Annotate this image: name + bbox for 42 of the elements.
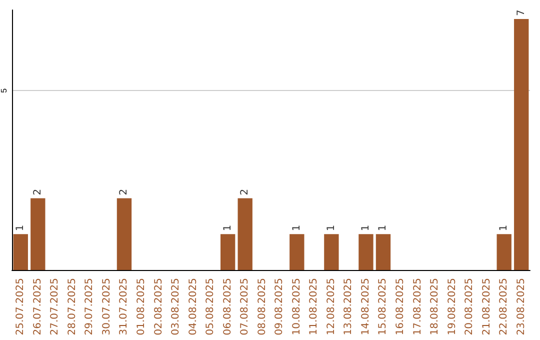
x-tick-label: 19.08.2025	[446, 278, 458, 336]
x-tick-label: 15.08.2025	[378, 278, 389, 336]
x-tick-label: 14.08.2025	[360, 278, 372, 336]
y-tick-label: 5	[0, 88, 8, 93]
data-label: 1	[326, 224, 337, 232]
x-tick-label: 31.07.2025	[118, 278, 130, 336]
data-label: 7	[516, 10, 527, 16]
data-label: 2	[118, 188, 130, 196]
x-tick-label: 02.08.2025	[153, 278, 164, 336]
x-tick-label: 21.08.2025	[481, 278, 492, 336]
data-label: 1	[360, 224, 372, 232]
x-tick-label: 13.08.2025	[343, 278, 354, 336]
data-label: 1	[291, 224, 302, 232]
data-label: 1	[222, 224, 234, 232]
x-tick-label: 23.08.2025	[516, 278, 527, 336]
x-tick-label: 03.08.2025	[170, 278, 182, 336]
x-tick-label: 12.08.2025	[326, 278, 337, 336]
data-label: 1	[15, 224, 26, 232]
x-tick-label: 06.08.2025	[222, 278, 234, 336]
x-tick-label: 16.08.2025	[395, 278, 406, 336]
x-tick-label: 18.08.2025	[430, 278, 441, 336]
x-tick-label: 08.08.2025	[256, 278, 268, 336]
data-label: 1	[378, 224, 389, 232]
data-label: 2	[32, 188, 44, 196]
x-tick-label: 22.08.2025	[498, 278, 510, 336]
x-tick-label: 28.07.2025	[66, 278, 78, 336]
x-tick-label: 09.08.2025	[274, 278, 286, 336]
x-tick-label: 27.07.2025	[50, 278, 61, 336]
x-tick-label: 25.07.2025	[15, 278, 26, 336]
x-tick-label: 11.08.2025	[308, 278, 320, 336]
x-tick-label: 07.08.2025	[240, 278, 251, 336]
x-tick-label: 20.08.2025	[464, 278, 476, 336]
x-tick-label: 29.07.2025	[84, 278, 96, 336]
x-tick-label: 17.08.2025	[412, 278, 424, 336]
data-label: 1	[498, 224, 510, 232]
x-tick-label: 30.07.2025	[101, 278, 112, 336]
x-tick-label: 26.07.2025	[32, 278, 44, 336]
x-tick-label: 01.08.2025	[136, 278, 147, 336]
x-tick-label: 05.08.2025	[205, 278, 216, 336]
x-tick-label: 04.08.2025	[188, 278, 199, 336]
x-tick-label: 10.08.2025	[291, 278, 302, 336]
data-label: 2	[240, 188, 251, 196]
